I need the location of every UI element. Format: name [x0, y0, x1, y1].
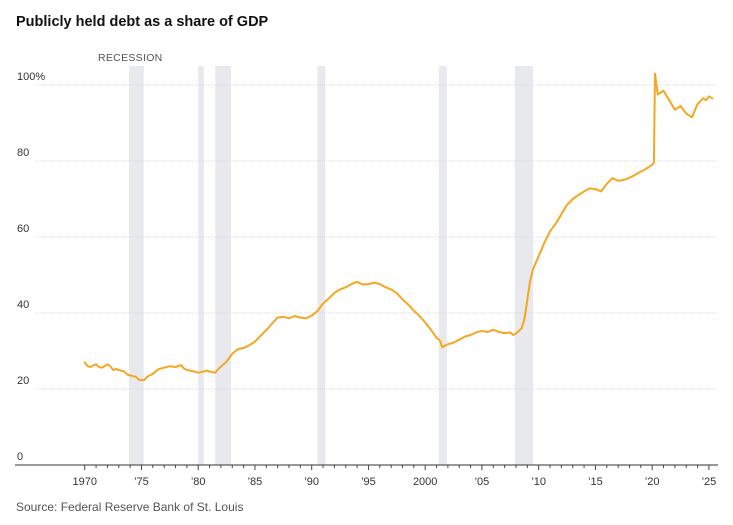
x-tick-label-2005: ’05	[475, 476, 490, 488]
series	[83, 72, 714, 382]
recession-band-5	[514, 66, 534, 465]
x-tick-label-1995: ’95	[361, 476, 376, 488]
y-tick-label-40: 40	[17, 299, 29, 311]
gridlines	[36, 84, 718, 390]
recession-band-2	[215, 66, 232, 465]
recession-band-3	[317, 66, 326, 465]
x-tick-label-1975: ’75	[134, 476, 149, 488]
series-line-0	[83, 72, 714, 382]
y-axis: 0 20 40 60 80 100%	[17, 71, 45, 463]
x-tick-label-2020: ’20	[645, 476, 660, 488]
x-tick-label-1970: 1970	[72, 476, 96, 488]
recession-bands	[128, 66, 534, 465]
source-note: Source: Federal Reserve Bank of St. Loui…	[16, 500, 244, 514]
y-tick-label-100: 100%	[17, 71, 45, 83]
y-tick-label-80: 80	[17, 147, 29, 159]
x-tick-label-1980: ’80	[191, 476, 206, 488]
x-tick-label-2010: ’10	[531, 476, 546, 488]
x-tick-label-2000: 2000	[413, 476, 437, 488]
recession-band-0	[128, 66, 144, 465]
y-tick-label-0: 0	[17, 451, 23, 463]
recession-band-4	[438, 66, 447, 465]
y-tick-label-60: 60	[17, 223, 29, 235]
x-tick-label-1985: ’85	[248, 476, 263, 488]
recession-label: RECESSION	[98, 52, 163, 64]
chart-title: Publicly held debt as a share of GDP	[16, 14, 269, 30]
x-axis: 1970 ’75 ’80 ’85 ’90 ’95 2000 ’05 ’10 ’15 ’20 ’25	[15, 464, 718, 488]
x-tick-label-2015: ’15	[588, 476, 603, 488]
recession-band-1	[198, 66, 204, 465]
x-tick-label-2025: ’25	[702, 476, 717, 488]
y-tick-label-20: 20	[17, 375, 29, 387]
x-tick-label-1990: ’90	[304, 476, 319, 488]
